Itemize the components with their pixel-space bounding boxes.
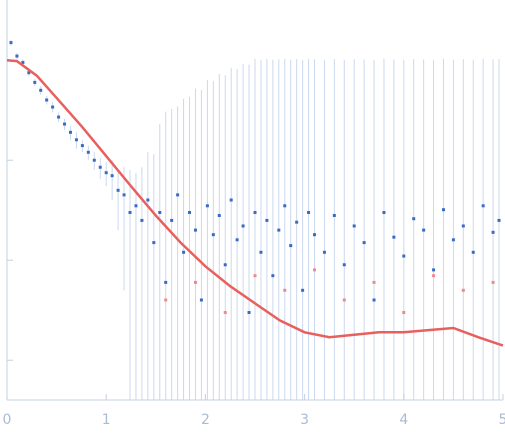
data-point: [92, 158, 96, 162]
data-point: [253, 274, 257, 278]
data-point: [342, 263, 346, 267]
x-tick-label: 1: [102, 412, 111, 428]
data-point: [332, 213, 336, 217]
data-point: [110, 174, 114, 178]
data-point: [116, 188, 120, 192]
data-point: [51, 105, 55, 109]
data-point: [199, 298, 203, 302]
data-point: [301, 288, 305, 292]
data-point: [461, 288, 465, 292]
data-point: [152, 241, 156, 245]
x-tick-label: 4: [399, 412, 408, 428]
data-point: [372, 298, 376, 302]
data-point: [68, 130, 72, 134]
data-point: [164, 280, 168, 284]
data-point: [283, 288, 287, 292]
data-point: [313, 268, 317, 272]
data-point: [402, 310, 406, 314]
data-point: [471, 250, 475, 254]
data-point: [283, 204, 287, 208]
data-point: [104, 171, 108, 175]
data-point: [402, 254, 406, 258]
x-tick-label: 3: [300, 412, 309, 428]
data-point: [57, 115, 61, 119]
data-point: [441, 208, 445, 212]
data-point: [33, 80, 37, 84]
data-point: [461, 224, 465, 228]
data-point: [313, 233, 317, 237]
data-point: [412, 217, 416, 221]
data-point: [289, 244, 293, 248]
data-point: [128, 210, 132, 214]
data-point: [271, 274, 275, 278]
data-point: [134, 204, 138, 208]
data-point: [211, 233, 215, 237]
data-point: [223, 310, 227, 314]
data-point: [307, 210, 311, 214]
data-point: [342, 298, 346, 302]
data-point: [74, 138, 78, 142]
data-point: [80, 144, 84, 148]
data-point: [45, 98, 49, 102]
data-point: [164, 298, 168, 302]
data-point: [182, 250, 186, 254]
data-point: [322, 250, 326, 254]
data-point: [277, 228, 281, 232]
data-point: [193, 280, 197, 284]
data-point: [352, 224, 356, 228]
data-point: [122, 193, 126, 197]
data-point: [176, 193, 180, 197]
data-point: [229, 198, 233, 202]
data-point: [295, 220, 299, 224]
data-point: [235, 238, 239, 242]
data-point: [241, 224, 245, 228]
data-point: [491, 230, 495, 234]
data-point: [15, 54, 19, 58]
data-point: [140, 218, 144, 222]
data-point: [21, 60, 25, 64]
data-point: [481, 204, 485, 208]
data-point: [205, 204, 209, 208]
data-point: [491, 280, 495, 284]
data-point: [193, 228, 197, 232]
data-point: [39, 88, 43, 92]
data-point: [158, 210, 162, 214]
data-point: [86, 150, 90, 154]
data-point: [9, 41, 13, 45]
data-point: [217, 213, 221, 217]
data-point: [188, 210, 192, 214]
data-point: [265, 218, 269, 222]
data-point: [497, 218, 501, 222]
x-tick-label: 5: [499, 412, 505, 428]
fit-line: [6, 58, 504, 347]
data-point: [259, 250, 263, 254]
data-point: [432, 274, 436, 278]
data-point: [392, 235, 396, 239]
data-point: [27, 71, 31, 75]
data-point: [146, 198, 150, 202]
data-point: [451, 238, 455, 242]
x-tick-label: 0: [3, 412, 12, 428]
data-point: [98, 165, 102, 169]
data-point: [253, 210, 257, 214]
data-point: [382, 210, 386, 214]
x-tick-label: 2: [201, 412, 210, 428]
data-point: [63, 122, 67, 126]
data-point: [372, 280, 376, 284]
data-point: [362, 241, 366, 245]
data-point: [422, 228, 426, 232]
data-point: [170, 218, 174, 222]
data-point: [432, 268, 436, 272]
data-point: [223, 263, 227, 267]
data-point: [247, 310, 251, 314]
